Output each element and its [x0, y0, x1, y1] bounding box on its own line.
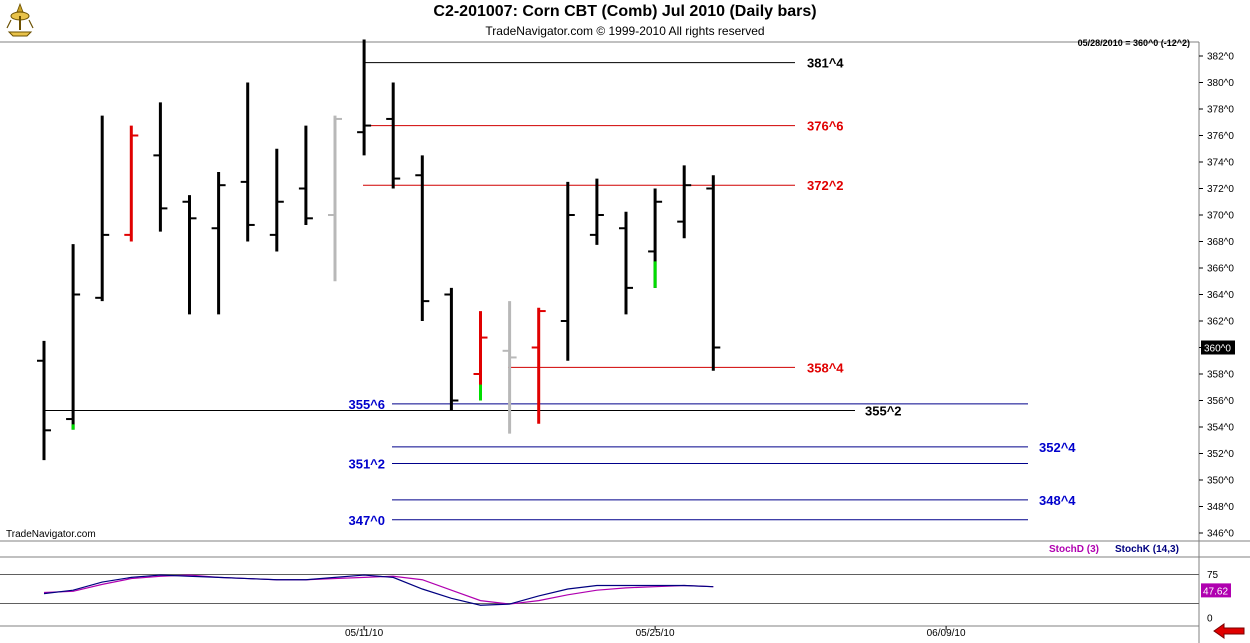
last-price-label: 360^0: [1204, 344, 1231, 355]
price-tick-label: 350^0: [1207, 476, 1234, 487]
price-tick-label: 364^0: [1207, 290, 1234, 301]
price-tick-label: 358^0: [1207, 370, 1234, 381]
date-tick-label: 05/25/10: [636, 628, 675, 639]
price-tick-label: 376^0: [1207, 131, 1234, 142]
date-tick-label: 06/09/10: [927, 628, 966, 639]
level-label: 376^6: [807, 119, 844, 134]
level-label: 355^2: [865, 403, 902, 418]
price-tick-label: 366^0: [1207, 264, 1234, 275]
price-tick-label: 362^0: [1207, 317, 1234, 328]
price-tick-label: 378^0: [1207, 105, 1234, 116]
price-bars: [37, 39, 721, 461]
stochk-line: [43, 574, 714, 606]
level-label: 347^0: [348, 513, 385, 528]
last-price-box: [1201, 340, 1235, 355]
price-tick-label: 346^0: [1207, 529, 1234, 540]
price-tick-label: 372^0: [1207, 184, 1234, 195]
watermark: TradeNavigator.com: [6, 529, 96, 540]
level-label: 355^6: [348, 397, 385, 412]
price-tick-label: 370^0: [1207, 211, 1234, 222]
price-tick-label: 368^0: [1207, 237, 1234, 248]
price-tick-label: 352^0: [1207, 449, 1234, 460]
chart-title: C2-201007: Corn CBT (Comb) Jul 2010 (Dai…: [433, 3, 817, 20]
stoch-last-value-label: 47.62: [1203, 586, 1228, 597]
level-label: 351^2: [348, 456, 385, 471]
level-label: 348^4: [1039, 493, 1076, 508]
trade-navigator-logo-icon: [6, 2, 34, 37]
level-label: 358^4: [807, 360, 844, 375]
left-arrow-icon[interactable]: [1212, 622, 1246, 640]
price-axis: 346^0 348^0 350^0 352^0 354^0 356^0 358^0 360^0…: [1199, 52, 1235, 540]
price-tick-label: 374^0: [1207, 158, 1234, 169]
chart-subtitle: TradeNavigator.com © 1999-2010 All right…: [485, 24, 765, 38]
date-tick-label: 05/11/10: [345, 628, 384, 639]
price-tick-label: 348^0: [1207, 502, 1234, 513]
stochd-line: [43, 574, 714, 605]
price-tick-label: 356^0: [1207, 396, 1234, 407]
stoch-tick-label: 0: [1207, 614, 1213, 625]
price-tick-label: 354^0: [1207, 423, 1234, 434]
level-label: 372^2: [807, 178, 844, 193]
stoch-tick-label: 75: [1207, 570, 1219, 581]
date-axis: 05/11/10 05/25/10 06/09/10: [345, 626, 966, 639]
price-tick-label: 382^0: [1207, 52, 1234, 63]
support-resistance-levels: 381^4 376^6 372^2 358^4 355^6 355^2 352^4 351^2…: [44, 56, 1076, 528]
price-tick-label: 380^0: [1207, 78, 1234, 89]
stoch-last-value-box: [1201, 583, 1231, 598]
stochk-legend: StochK (14,3): [1115, 544, 1179, 555]
stochd-legend: StochD (3): [1049, 544, 1099, 555]
level-label: 381^4: [807, 56, 844, 71]
level-label: 352^4: [1039, 440, 1076, 455]
chart-frame: [0, 41, 1250, 643]
last-price-readout: 05/28/2010 = 360^0 (-12^2): [1077, 38, 1190, 48]
stochastic-panel: 75 0 47.62: [0, 570, 1231, 625]
